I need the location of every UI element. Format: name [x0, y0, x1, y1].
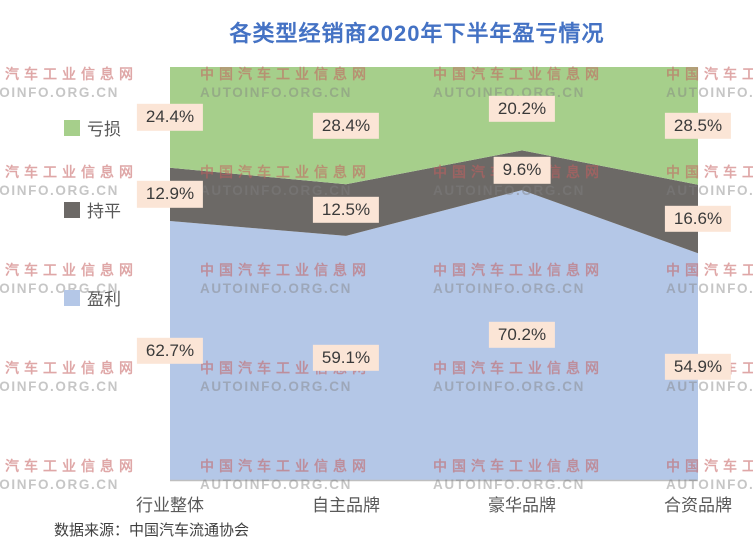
data-label: 62.7%: [136, 337, 204, 364]
data-label: 16.6%: [664, 205, 732, 233]
data-label: 54.9%: [664, 353, 732, 380]
data-label: 20.2%: [488, 95, 556, 122]
chart-title: 各类型经销商2020年下半年盈亏情况: [229, 21, 605, 46]
area-profit: [170, 190, 698, 480]
legend-item-flat: 持平: [64, 197, 121, 222]
data-label: 24.4%: [136, 104, 204, 131]
data-label: 9.6%: [493, 156, 551, 184]
data-label: 12.9%: [136, 181, 204, 208]
legend-label-profit: 盈利: [87, 290, 121, 309]
data-label: 28.5%: [664, 112, 732, 140]
legend-swatch-profit: [64, 289, 80, 306]
data-label: 70.2%: [488, 321, 556, 349]
legend-item-loss: 亏损: [64, 115, 121, 140]
area-flat: [170, 150, 698, 254]
legend-label-flat: 持平: [87, 202, 121, 221]
legend-swatch-flat: [64, 201, 80, 218]
legend-label-loss: 亏损: [87, 120, 121, 139]
category-label: 豪华品牌: [488, 496, 556, 515]
category-label: 合资品牌: [664, 496, 732, 515]
data-label: 59.1%: [312, 344, 380, 372]
area-loss: [170, 67, 698, 185]
data-label: 28.4%: [312, 112, 380, 139]
category-label: 行业整体: [136, 496, 204, 515]
legend-swatch-loss: [64, 119, 80, 136]
legend-item-profit: 盈利: [64, 285, 121, 310]
data-label: 12.5%: [312, 196, 380, 224]
category-label: 自主品牌: [312, 496, 380, 515]
source-note: 数据来源：中国汽车流通协会: [54, 522, 250, 539]
